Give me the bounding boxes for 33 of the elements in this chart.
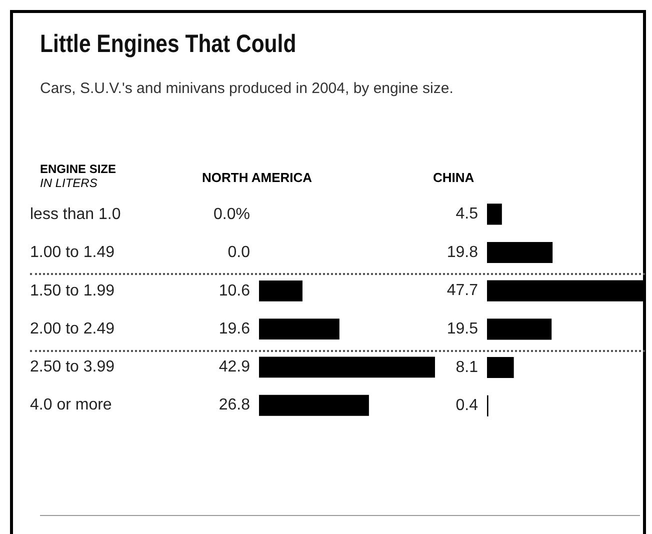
x-axis-title: CHINA xyxy=(433,170,474,185)
data-label: 4.5 xyxy=(456,206,478,223)
data-label: 0.0% xyxy=(214,206,250,224)
data-label: 8.1 xyxy=(456,358,478,376)
data-label: 0.0 xyxy=(228,244,250,262)
text: IN LITERS xyxy=(40,176,98,190)
bar xyxy=(259,394,369,416)
x-axis-title: NORTH AMERICA xyxy=(202,170,312,185)
bar xyxy=(259,280,302,302)
y-tick-label: 4.0 or more xyxy=(30,396,112,414)
y-tick-label: 1.00 to 1.49 xyxy=(30,244,115,262)
data-label: 19.6 xyxy=(218,320,250,338)
data-label: 10.6 xyxy=(218,282,250,300)
data-label: 19.5 xyxy=(446,320,478,338)
data-label: 0.4 xyxy=(456,397,478,414)
chart-title: Little Engines That Could xyxy=(40,30,296,59)
y-tick-label: 2.50 to 3.99 xyxy=(30,358,115,376)
data-label: 19.8 xyxy=(446,244,478,261)
chart-subtitle: Cars, S.U.V.'s and minivans produced in 2004, by engine size. xyxy=(40,80,454,97)
bar xyxy=(487,318,552,340)
y-tick-label: 1.50 to 1.99 xyxy=(30,282,115,300)
data-label: 42.9 xyxy=(218,358,250,376)
data-label: 47.7 xyxy=(446,282,478,300)
bar xyxy=(487,204,502,225)
y-tick-label: 2.00 to 2.49 xyxy=(30,320,115,338)
bar xyxy=(487,242,553,264)
bar xyxy=(259,356,435,378)
y-tick-label: less than 1.0 xyxy=(30,206,121,224)
data-label: 26.8 xyxy=(218,396,250,414)
y-axis-title: ENGINE SIZE xyxy=(40,162,116,176)
bar xyxy=(259,318,340,340)
bar xyxy=(487,280,645,302)
bar xyxy=(487,356,514,378)
